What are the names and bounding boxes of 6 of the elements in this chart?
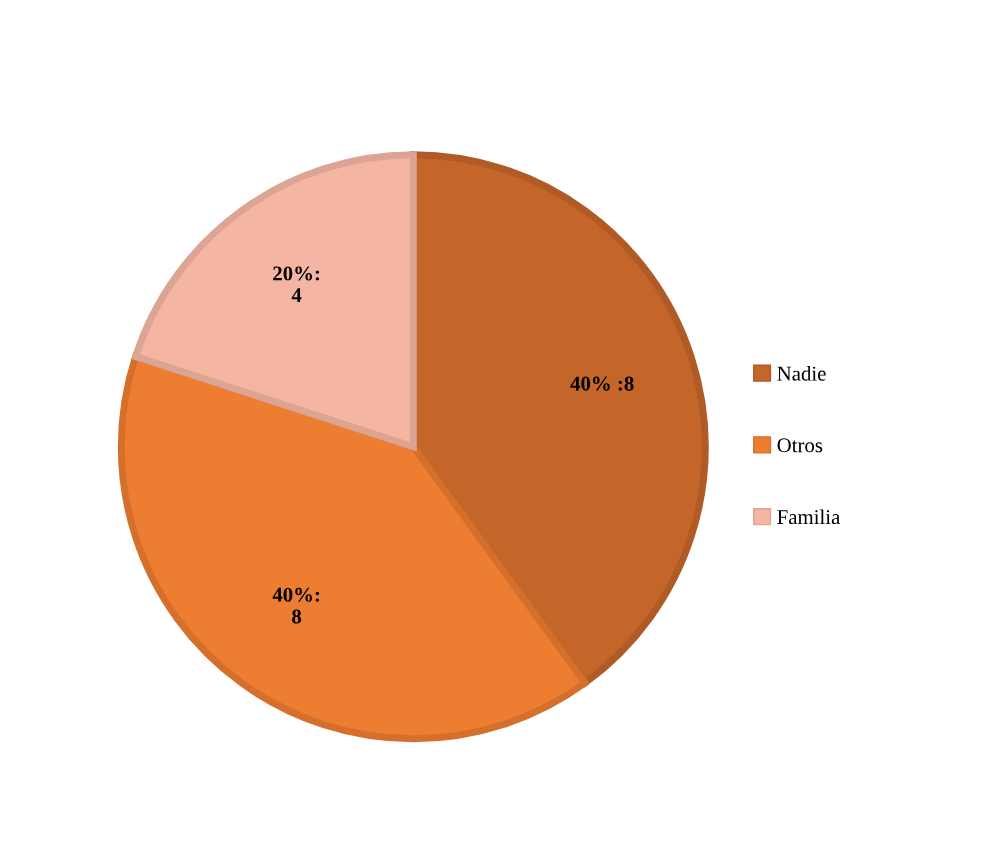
legend-label: Otros bbox=[777, 438, 823, 453]
legend-label: Nadie bbox=[777, 365, 826, 381]
data-label: 40% :8 bbox=[570, 376, 634, 391]
legend-label: Familia bbox=[777, 509, 841, 525]
data-label: 20%: 4 bbox=[273, 266, 320, 303]
data-label: 40%: 8 bbox=[272, 587, 320, 624]
